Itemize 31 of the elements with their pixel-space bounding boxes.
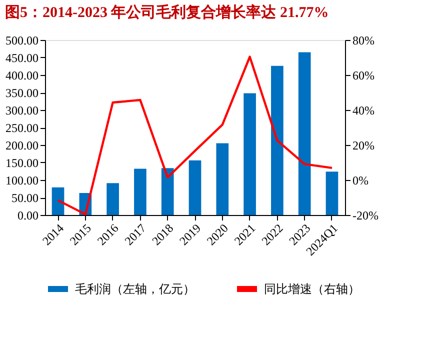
y2-tick-label: -20% — [352, 208, 378, 222]
bar — [134, 168, 146, 215]
chart-title: 图5：2014-2023 年公司毛利复合增长率达 21.77% — [5, 3, 329, 21]
legend-label: 同比增速（右轴） — [264, 282, 360, 296]
bar — [106, 183, 119, 215]
y-tick-label: 250.00 — [6, 121, 38, 135]
y2-tick-label: 80% — [352, 34, 374, 48]
y-tick-label: 450.00 — [6, 51, 38, 65]
y-tick-label: 150.00 — [6, 156, 38, 170]
bar — [326, 172, 338, 215]
bar — [52, 187, 64, 215]
y-tick-label: 500.00 — [6, 34, 38, 48]
y2-tick-label: 20% — [352, 138, 374, 152]
y-tick-label: 0.00 — [18, 208, 38, 222]
y-tick-label: 50.00 — [12, 191, 38, 205]
bar — [298, 52, 311, 215]
bar — [161, 168, 174, 215]
y2-tick-label: 40% — [352, 104, 374, 118]
line-series — [56, 56, 334, 216]
y-tick-label: 300.00 — [6, 104, 38, 118]
legend-label: 毛利润（左轴，亿元） — [75, 282, 195, 296]
y-tick-label: 350.00 — [6, 86, 38, 100]
y-tick-label: 100.00 — [6, 174, 38, 188]
bar — [188, 160, 202, 215]
y-tick-label: 200.00 — [6, 138, 38, 152]
y-tick-label: 400.00 — [6, 68, 38, 82]
bar — [216, 143, 229, 215]
bar — [244, 93, 256, 215]
y2-tick-label: 0% — [352, 174, 368, 188]
y2-tick-label: 60% — [352, 68, 374, 82]
bar — [271, 66, 284, 215]
